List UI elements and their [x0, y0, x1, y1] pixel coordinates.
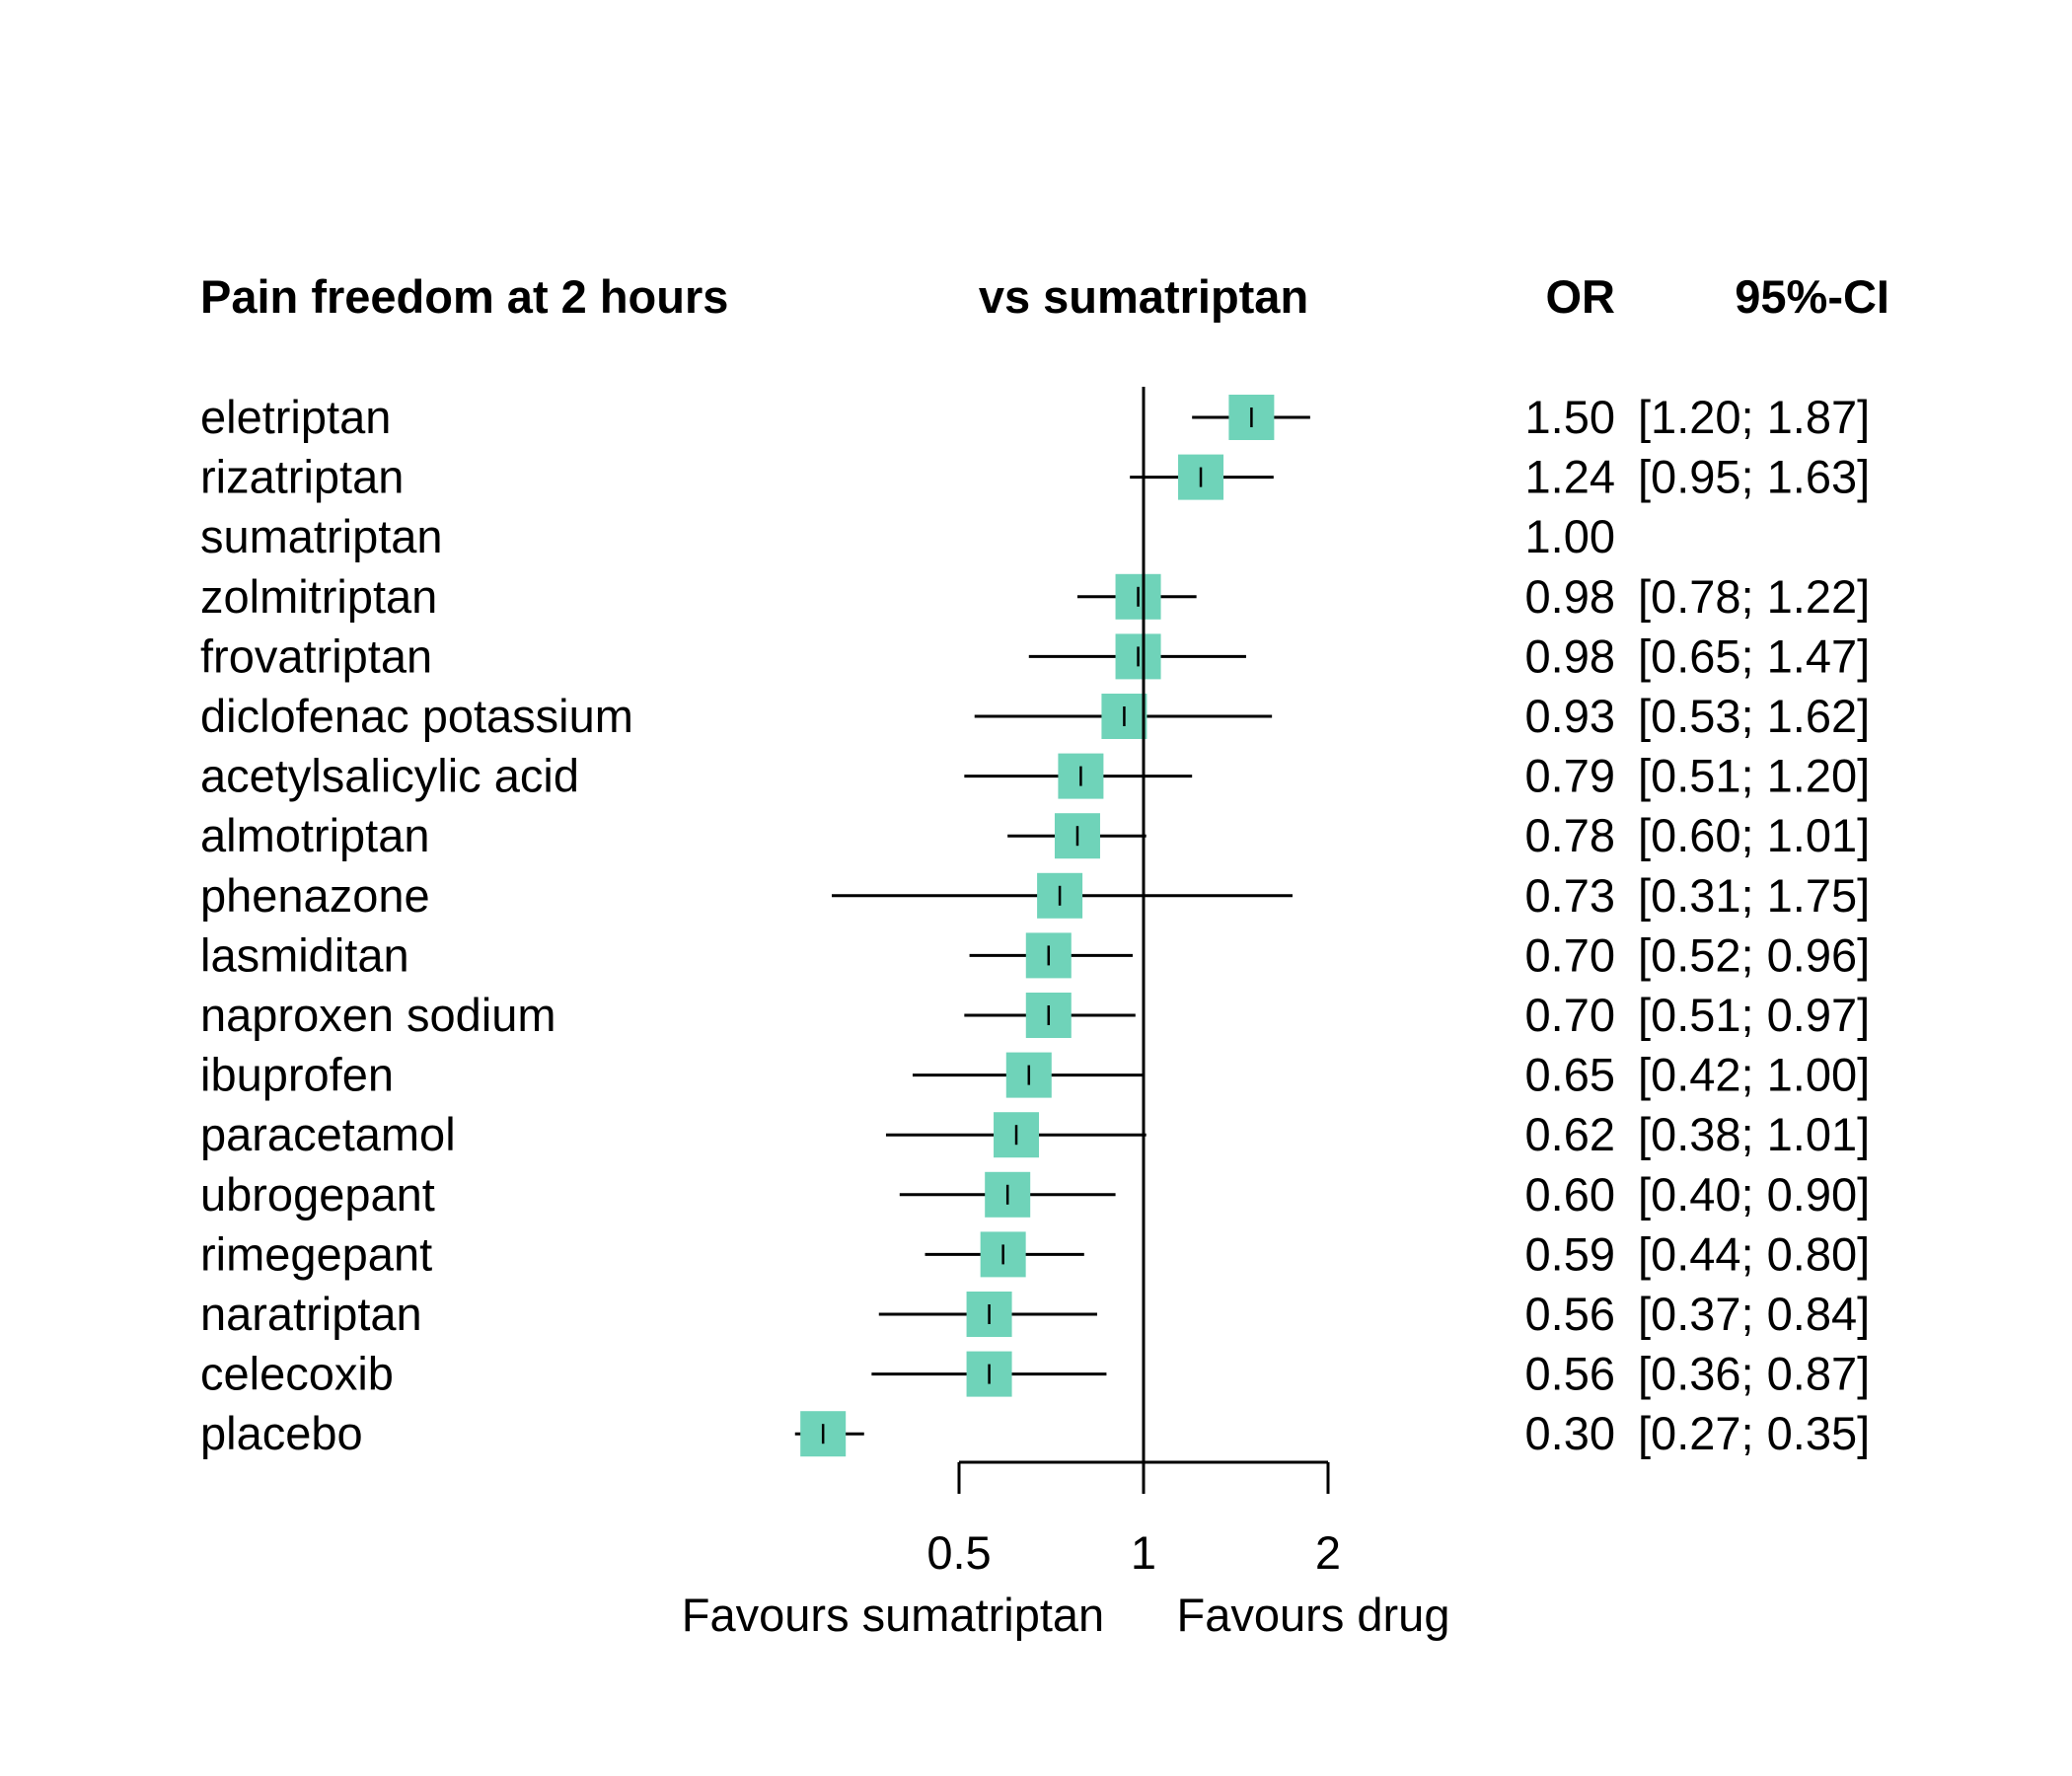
ci-value: [0.78; 1.22]	[1638, 570, 1870, 623]
forest-row: frovatriptan 0.98 [0.65; 1.47]	[200, 629, 1870, 682]
or-value: 1.50	[1525, 391, 1615, 443]
forest-row: paracetamol 0.62 [0.38; 1.01]	[200, 1108, 1870, 1160]
row-label: ubrogepant	[200, 1168, 435, 1221]
row-label: lasmiditan	[200, 928, 409, 981]
header-or: OR	[1546, 270, 1616, 323]
row-label: placebo	[200, 1407, 363, 1459]
forest-row: rizatriptan 1.24 [0.95; 1.63]	[200, 451, 1870, 503]
row-label: phenazone	[200, 869, 430, 922]
row-label: paracetamol	[200, 1108, 456, 1160]
or-value: 0.59	[1525, 1227, 1615, 1280]
or-value: 0.93	[1525, 690, 1615, 742]
ci-value: [0.37; 0.84]	[1638, 1288, 1870, 1340]
or-value: 0.73	[1525, 869, 1615, 922]
row-label: eletriptan	[200, 391, 391, 443]
x-tick-label: 1	[1131, 1526, 1156, 1579]
ci-value: [0.60; 1.01]	[1638, 809, 1870, 861]
forest-row: celecoxib 0.56 [0.36; 0.87]	[200, 1348, 1870, 1400]
forest-row: ibuprofen 0.65 [0.42; 1.00]	[200, 1049, 1870, 1101]
row-label: naratriptan	[200, 1288, 422, 1340]
row-label: almotriptan	[200, 809, 430, 861]
row-label: rizatriptan	[200, 451, 404, 503]
ci-value: [0.52; 0.96]	[1638, 928, 1870, 981]
header-study: Pain freedom at 2 hours	[200, 270, 728, 323]
forest-row: acetylsalicylic acid 0.79 [0.51; 1.20]	[200, 750, 1870, 802]
or-value: 0.79	[1525, 750, 1615, 802]
or-value: 0.65	[1525, 1049, 1615, 1101]
ci-value: [1.20; 1.87]	[1638, 391, 1870, 443]
or-value: 0.56	[1525, 1288, 1615, 1340]
favours-left-label: Favours sumatriptan	[682, 1589, 1104, 1641]
favours-right-label: Favours drug	[1177, 1589, 1450, 1641]
or-value: 0.60	[1525, 1168, 1615, 1221]
row-label: frovatriptan	[200, 629, 432, 682]
ci-value: [0.53; 1.62]	[1638, 690, 1870, 742]
forest-row: diclofenac potassium 0.93 [0.53; 1.62]	[200, 690, 1870, 742]
forest-row: placebo 0.30 [0.27; 0.35]	[200, 1407, 1870, 1459]
ci-value: [0.51; 1.20]	[1638, 750, 1870, 802]
ci-value: [0.31; 1.75]	[1638, 869, 1870, 922]
ci-value: [0.36; 0.87]	[1638, 1348, 1870, 1400]
forest-row: ubrogepant 0.60 [0.40; 0.90]	[200, 1168, 1870, 1221]
ci-value: [0.40; 0.90]	[1638, 1168, 1870, 1221]
ci-value: [0.27; 0.35]	[1638, 1407, 1870, 1459]
forest-row: eletriptan 1.50 [1.20; 1.87]	[200, 391, 1870, 443]
row-label: rimegepant	[200, 1227, 432, 1280]
forest-rows: eletriptan 1.50 [1.20; 1.87] rizatriptan 1.2…	[200, 391, 1870, 1459]
x-axis: 0.5 1 2	[926, 1460, 1341, 1579]
ci-value: [0.44; 0.80]	[1638, 1227, 1870, 1280]
or-value: 1.24	[1525, 451, 1615, 503]
or-value: 0.70	[1525, 928, 1615, 981]
or-value: 0.78	[1525, 809, 1615, 861]
forest-row: naproxen sodium 0.70 [0.51; 0.97]	[200, 989, 1870, 1041]
x-tick-label: 2	[1315, 1526, 1341, 1579]
or-value: 0.98	[1525, 570, 1615, 623]
forest-row: rimegepant 0.59 [0.44; 0.80]	[200, 1227, 1870, 1280]
forest-row: phenazone 0.73 [0.31; 1.75]	[200, 869, 1870, 922]
ci-value: [0.65; 1.47]	[1638, 629, 1870, 682]
row-label: zolmitriptan	[200, 570, 437, 623]
forest-row: zolmitriptan 0.98 [0.78; 1.22]	[200, 570, 1870, 623]
forest-row: lasmiditan 0.70 [0.52; 0.96]	[200, 928, 1870, 981]
row-label: acetylsalicylic acid	[200, 750, 579, 802]
ci-value: [0.51; 0.97]	[1638, 989, 1870, 1041]
ci-value: [0.38; 1.01]	[1638, 1108, 1870, 1160]
row-label: celecoxib	[200, 1348, 394, 1400]
ci-value: [0.42; 1.00]	[1638, 1049, 1870, 1101]
or-value: 0.30	[1525, 1407, 1615, 1459]
or-value: 1.00	[1525, 510, 1615, 562]
or-value: 0.56	[1525, 1348, 1615, 1400]
ci-value: [0.95; 1.63]	[1638, 451, 1870, 503]
header-ci: 95%-CI	[1735, 270, 1889, 323]
header-comparison: vs sumatriptan	[979, 270, 1308, 323]
forest-row: naratriptan 0.56 [0.37; 0.84]	[200, 1288, 1870, 1340]
row-label: naproxen sodium	[200, 989, 556, 1041]
or-value: 0.98	[1525, 629, 1615, 682]
forest-row: sumatriptan 1.00	[200, 510, 1615, 562]
row-label: diclofenac potassium	[200, 690, 633, 742]
or-value: 0.62	[1525, 1108, 1615, 1160]
row-label: sumatriptan	[200, 510, 443, 562]
or-value: 0.70	[1525, 989, 1615, 1041]
x-tick-label: 0.5	[926, 1526, 991, 1579]
row-label: ibuprofen	[200, 1049, 394, 1101]
forest-row: almotriptan 0.78 [0.60; 1.01]	[200, 809, 1870, 861]
